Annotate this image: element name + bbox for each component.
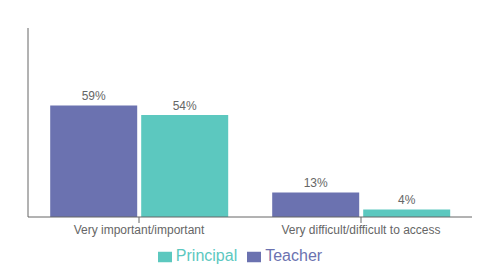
svg-text:13%: 13% (304, 176, 328, 190)
svg-text:Very important/important: Very important/important (74, 223, 205, 237)
html-text:Teacher: Teacher (265, 247, 323, 264)
svg-text:4%: 4% (398, 193, 416, 207)
svg-text:Very difficult/difficult to ac: Very difficult/difficult to access (282, 223, 441, 237)
svg-text:59%: 59% (82, 89, 106, 103)
html-text:Principal: Principal (175, 247, 238, 264)
svg-text:54%: 54% (173, 99, 197, 113)
